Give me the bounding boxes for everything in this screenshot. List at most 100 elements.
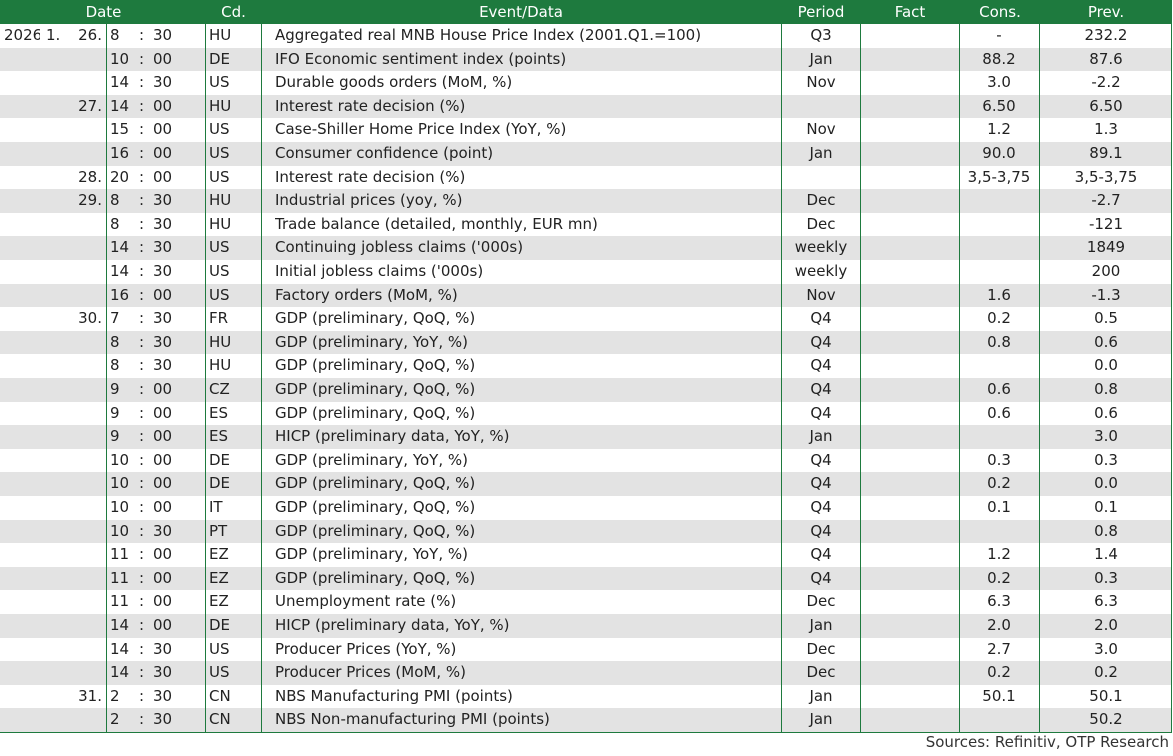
event-name: Initial jobless claims ('000s) [275, 262, 484, 280]
fact-value [862, 260, 958, 284]
time-hour: 8 [110, 191, 120, 210]
time-separator: : [139, 26, 145, 44]
period: Q4 [810, 403, 832, 422]
period: Q4 [810, 380, 832, 398]
time-minute: 30 [153, 332, 173, 351]
date-year [4, 449, 40, 473]
time-hour: 10 [110, 450, 130, 469]
column-divider [1171, 24, 1172, 732]
date-day [72, 260, 102, 284]
date-year [4, 685, 40, 709]
previous-value: -121 [1088, 214, 1124, 233]
consensus-value [960, 213, 1038, 237]
consensus-value: - [996, 26, 1002, 44]
date-month [46, 48, 66, 72]
fact-value [862, 685, 958, 709]
previous-value: -2.7 [1091, 191, 1121, 210]
table-row: 14:30 US Continuing jobless claims ('000s)… [0, 236, 1172, 260]
consensus-value: 0.6 [987, 380, 1011, 398]
period: Jan [809, 427, 833, 446]
period: Dec [806, 592, 836, 611]
table-row: 28. 20:00 US Interest rate decision (%) 3,5-… [0, 166, 1172, 190]
period: Jan [809, 616, 833, 634]
time-minute: 00 [153, 49, 173, 68]
table-row: 29. 8:30 HU Industrial prices (yoy, %) Dec -2… [0, 189, 1172, 213]
consensus-value [960, 520, 1038, 544]
time-hour: 14 [110, 639, 130, 658]
previous-value: 3.0 [1094, 639, 1118, 658]
time-minute: 00 [153, 616, 173, 634]
date-year [4, 543, 40, 567]
fact-value [862, 472, 958, 496]
time-minute: 30 [153, 214, 173, 233]
time-minute: 30 [153, 238, 173, 257]
date-year [4, 284, 40, 308]
event-name: Continuing jobless claims ('000s) [275, 238, 524, 257]
consensus-value: 88.2 [982, 49, 1016, 68]
period: Dec [806, 639, 836, 658]
country-code: US [209, 120, 230, 139]
date-year [4, 590, 40, 614]
fact-value [862, 166, 958, 190]
fact-value [862, 496, 958, 520]
fact-value [862, 71, 958, 95]
consensus-value: 3.0 [987, 73, 1011, 92]
fact-value [862, 543, 958, 567]
event-name: Industrial prices (yoy, %) [275, 191, 463, 210]
country-code: US [209, 639, 230, 658]
time-minute: 30 [153, 191, 173, 210]
time-separator: : [139, 262, 145, 280]
date-day [72, 449, 102, 473]
date-year [4, 520, 40, 544]
date-day [72, 213, 102, 237]
table-row: 8:30 HU GDP (preliminary, QoQ, %) Q4 0.0 [0, 354, 1172, 378]
time-separator: : [139, 356, 145, 375]
date-year [4, 118, 40, 142]
country-code: US [209, 262, 230, 280]
date-day [72, 331, 102, 355]
time-hour: 11 [110, 592, 130, 611]
event-name: Aggregated real MNB House Price Index (2… [275, 26, 702, 44]
time-hour: 14 [110, 73, 130, 92]
period: Q4 [810, 568, 832, 587]
date-year [4, 142, 40, 166]
date-day [72, 118, 102, 142]
header-fact: Fact [894, 3, 926, 21]
country-code: FR [209, 309, 229, 328]
table-row: 2026 1. 26. 8:30 HU Aggregated real MNB House… [0, 24, 1172, 48]
date-year [4, 48, 40, 72]
previous-value: 0.8 [1094, 521, 1118, 540]
previous-value: 0.6 [1094, 403, 1118, 422]
time-hour: 10 [110, 474, 130, 493]
time-hour: 11 [110, 568, 130, 587]
date-day: 26. [78, 26, 102, 44]
period: weekly [794, 238, 848, 257]
date-year [4, 638, 40, 662]
date-month [46, 166, 66, 190]
column-divider [106, 24, 107, 732]
time-hour: 2 [110, 686, 120, 705]
consensus-value [960, 189, 1038, 213]
date-day: 29. [78, 191, 102, 210]
date-day [72, 472, 102, 496]
date-day [72, 567, 102, 591]
column-divider [1039, 24, 1040, 732]
date-year [4, 661, 40, 685]
time-minute: 00 [153, 474, 173, 493]
table-row: 10:00 DE GDP (preliminary, QoQ, %) Q4 0.2 0.0 [0, 472, 1172, 496]
previous-value: 0.8 [1094, 380, 1118, 398]
time-separator: : [139, 616, 145, 634]
consensus-value: 6.50 [982, 96, 1016, 115]
date-day: 27. [78, 96, 102, 115]
time-separator: : [139, 73, 145, 92]
date-month [46, 331, 66, 355]
table-row: 9:00 ES HICP (preliminary data, YoY, %) Jan… [0, 425, 1172, 449]
country-code: IT [209, 498, 223, 516]
country-code: HU [209, 332, 232, 351]
event-name: NBS Non-manufacturing PMI (points) [275, 710, 550, 729]
header-date: Date [85, 3, 122, 21]
table-row: 27. 14:00 HU Interest rate decision (%) 6.50… [0, 94, 1172, 119]
header-prev: Prev. [1087, 3, 1125, 21]
date-year [4, 95, 40, 119]
date-month [46, 402, 66, 426]
